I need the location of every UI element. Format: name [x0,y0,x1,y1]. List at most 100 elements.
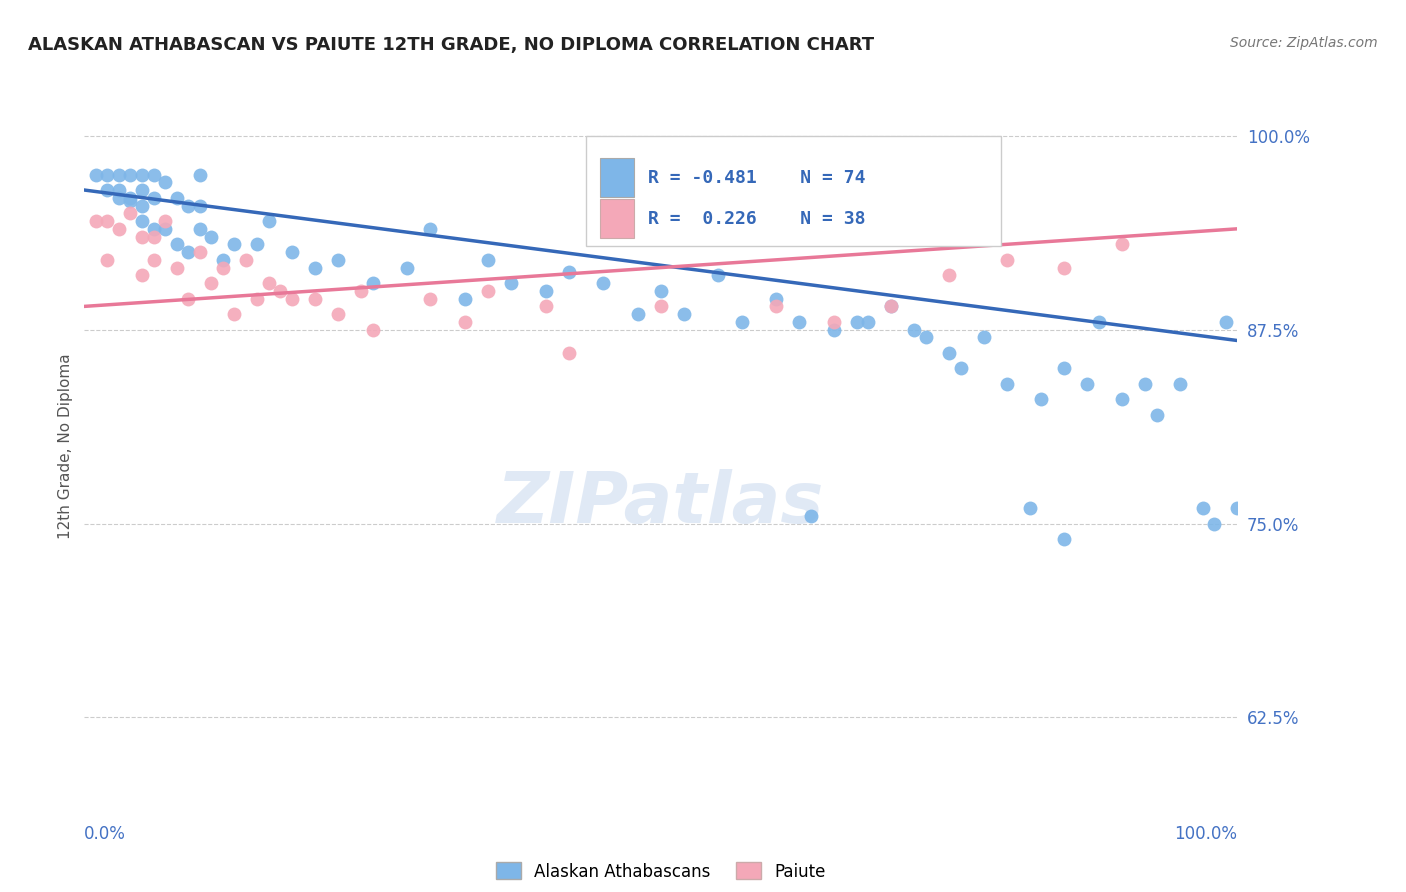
Point [166,191,188,205]
Point [177,198,200,212]
Text: R = -0.481    N = 74: R = -0.481 N = 74 [648,169,866,186]
Point [153,214,176,228]
Point [707,268,730,283]
Point [823,315,845,329]
Point [627,307,650,321]
Point [845,315,868,329]
Point [1031,392,1053,407]
Point [765,299,787,313]
Point [1088,315,1111,329]
Point [257,214,280,228]
Point [1076,376,1098,391]
Point [177,245,200,260]
Point [246,292,269,306]
Point [120,191,142,205]
Point [1226,501,1249,516]
Point [903,323,925,337]
Point [650,284,672,298]
Point [800,508,823,523]
Text: 100.0%: 100.0% [1174,825,1237,843]
Point [246,237,269,252]
Point [131,268,153,283]
Point [235,252,257,267]
Point [257,276,280,290]
Point [938,346,960,360]
Point [1191,501,1213,516]
Point [454,292,477,306]
Point [96,168,118,182]
Point [1111,392,1133,407]
Point [211,252,233,267]
Point [142,229,165,244]
Point [419,292,441,306]
Point [915,330,938,344]
Point [96,214,118,228]
Point [672,307,695,321]
Point [304,292,326,306]
Point [131,229,153,244]
Point [1053,532,1076,546]
Point [224,237,246,252]
Point [96,183,118,197]
Point [166,237,188,252]
Point [326,307,349,321]
Point [142,222,165,236]
Point [858,315,880,329]
Point [1111,237,1133,252]
Point [166,260,188,275]
Point [1146,408,1168,422]
Bar [586,136,1001,246]
Point [142,168,165,182]
Point [281,292,304,306]
Point [153,175,176,189]
Point [131,214,153,228]
Point [477,252,499,267]
Point [557,265,579,279]
Point [131,183,153,197]
Point [84,168,107,182]
Point [454,315,477,329]
Point [108,168,131,182]
Point [730,315,752,329]
Text: ZIPatlas: ZIPatlas [498,468,824,538]
Bar [600,199,634,238]
Legend: Alaskan Athabascans, Paiute: Alaskan Athabascans, Paiute [489,855,832,888]
Point [120,194,142,208]
Point [200,229,222,244]
Point [142,191,165,205]
Point [131,168,153,182]
Point [823,323,845,337]
Point [1053,260,1076,275]
Text: ALASKAN ATHABASCAN VS PAIUTE 12TH GRADE, NO DIPLOMA CORRELATION CHART: ALASKAN ATHABASCAN VS PAIUTE 12TH GRADE,… [28,36,875,54]
Point [188,222,211,236]
Point [281,245,304,260]
Point [534,299,557,313]
Point [765,292,787,306]
Point [188,168,211,182]
Text: 0.0%: 0.0% [84,825,127,843]
Point [120,206,142,220]
Point [131,198,153,212]
Point [108,222,131,236]
Point [1053,361,1076,376]
Point [880,299,903,313]
Point [211,260,233,275]
Point [1133,376,1156,391]
Point [177,292,200,306]
Point [188,245,211,260]
Point [880,299,903,313]
Point [1215,315,1237,329]
Point [973,330,995,344]
Point [995,252,1018,267]
Point [120,168,142,182]
Point [396,260,419,275]
Point [108,191,131,205]
Point [557,346,579,360]
Y-axis label: 12th Grade, No Diploma: 12th Grade, No Diploma [58,353,73,539]
Point [200,276,222,290]
Point [477,284,499,298]
Point [350,284,373,298]
Point [108,183,131,197]
Point [995,376,1018,391]
Point [1168,376,1191,391]
